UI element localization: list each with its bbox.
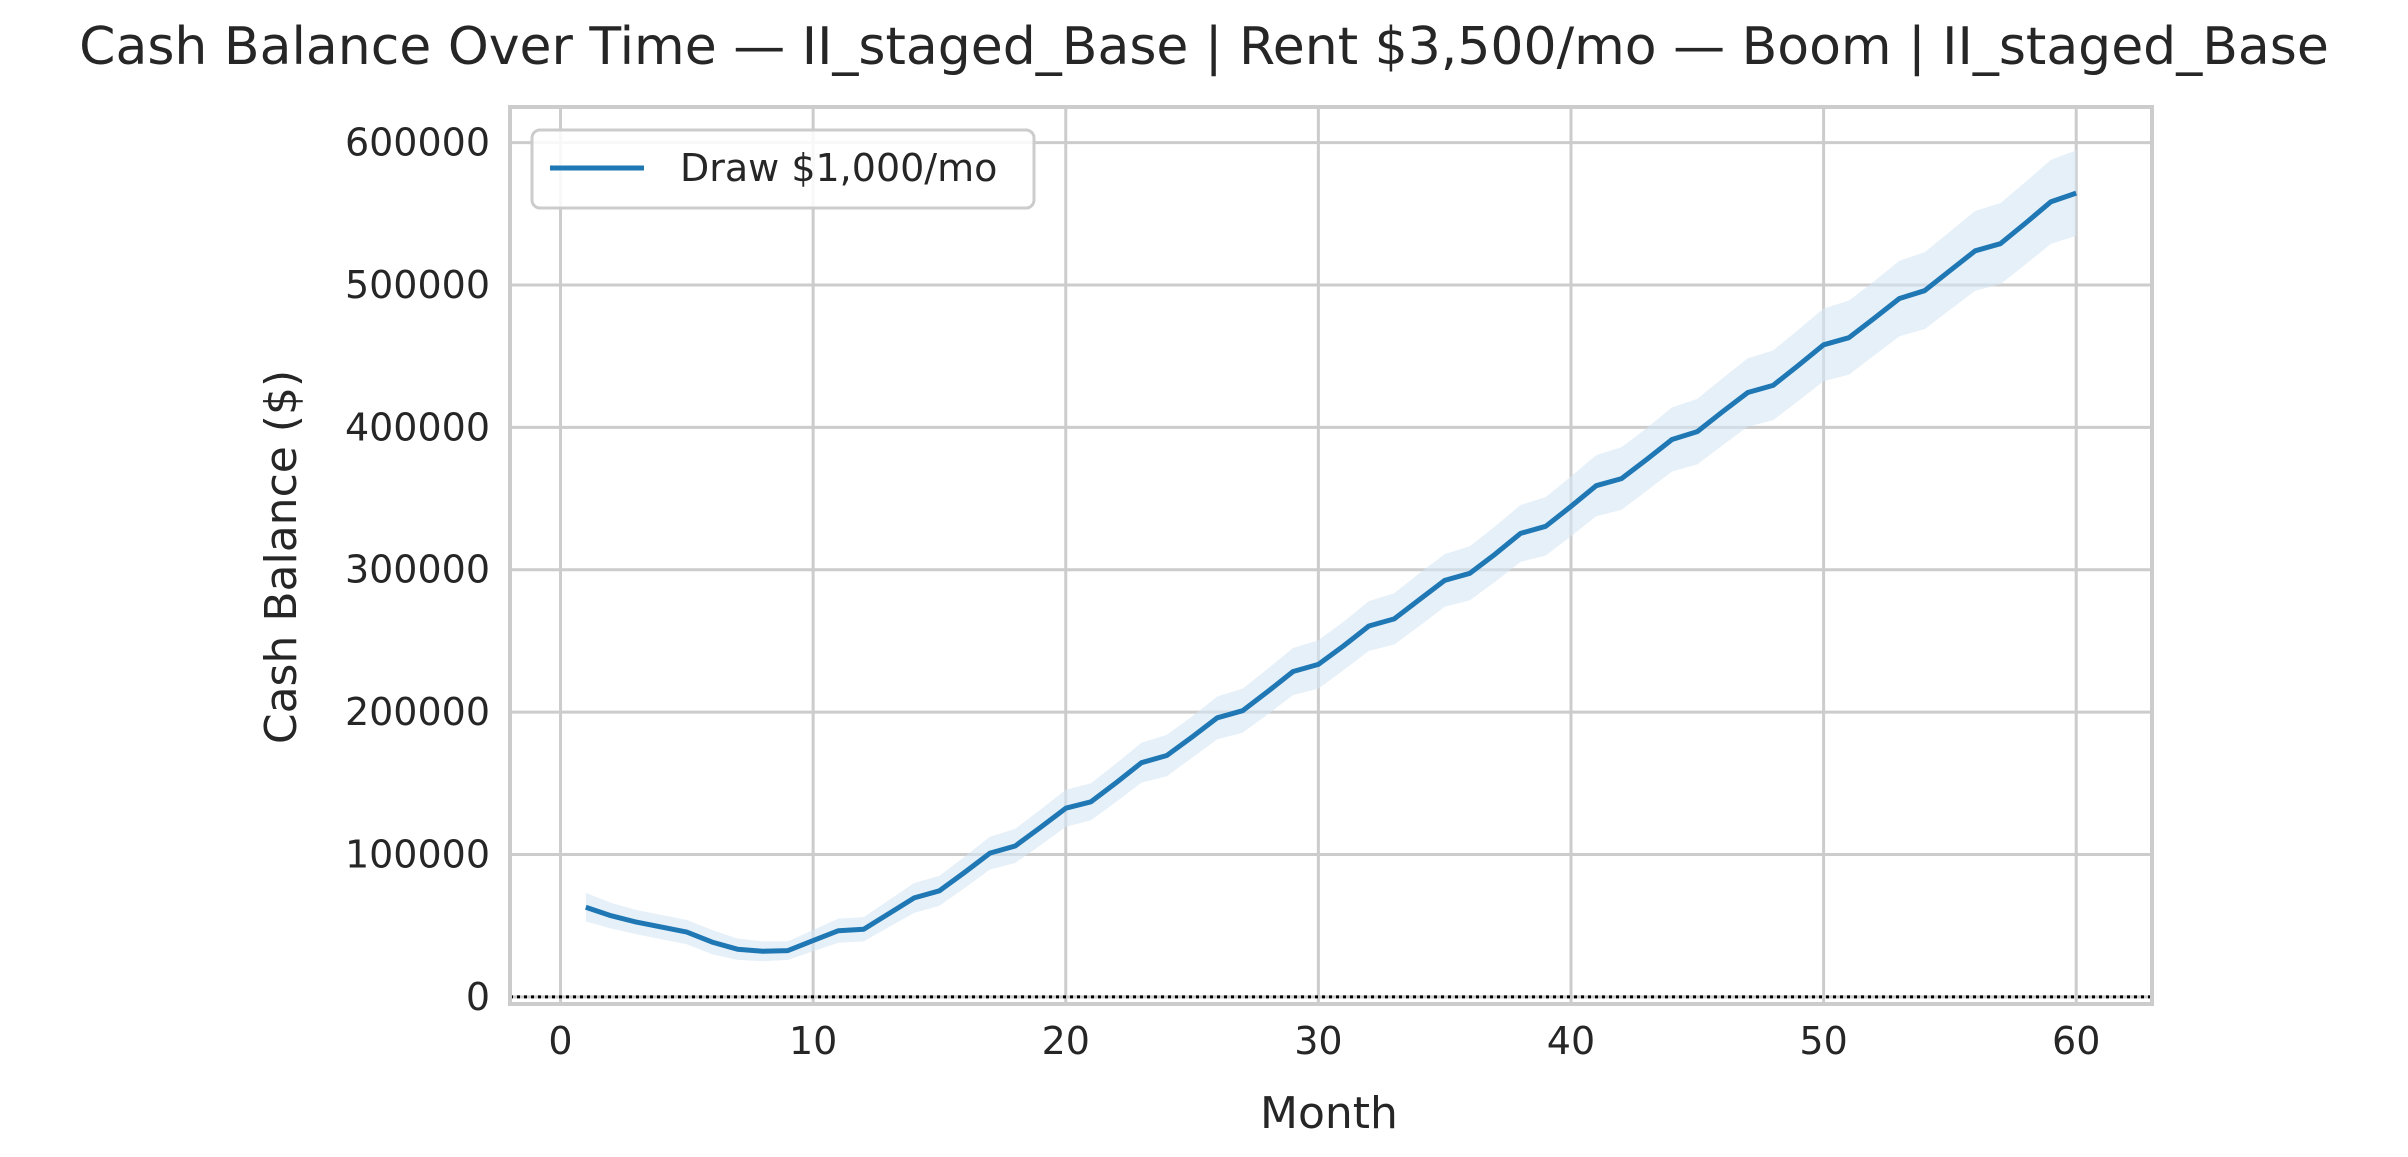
x-tick-label: 30 <box>1294 1019 1342 1063</box>
x-tick-label: 40 <box>1547 1019 1595 1063</box>
plot-frame <box>508 105 2154 1006</box>
x-tick-label: 60 <box>2052 1019 2100 1063</box>
x-tick-label: 0 <box>548 1019 572 1063</box>
y-axis-label: Cash Balance ($) <box>256 370 307 744</box>
x-tick-label: 20 <box>1042 1019 1090 1063</box>
series-line-draw <box>585 190 2078 954</box>
x-tick-label: 50 <box>1799 1019 1847 1063</box>
y-tick-label: 300000 <box>345 548 490 592</box>
y-tick-label: 600000 <box>345 121 490 165</box>
legend-label: Draw $1,000/mo <box>680 146 997 190</box>
confidence-band <box>585 150 2077 962</box>
y-tick-label: 0 <box>466 975 490 1019</box>
legend: Draw $1,000/mo <box>530 128 1036 210</box>
y-tick-label: 500000 <box>345 263 490 307</box>
x-tick-label: 10 <box>789 1019 837 1063</box>
y-tick-label: 200000 <box>345 690 490 734</box>
chart-title: Cash Balance Over Time — II_staged_Base … <box>79 17 2329 77</box>
tick-labels: 0 10 20 30 40 50 60 0 100000 200000 300000 400000 50… <box>345 121 2100 1063</box>
grid <box>510 107 2152 1004</box>
y-tick-label: 400000 <box>345 405 490 449</box>
y-tick-label: 100000 <box>345 833 490 877</box>
legend-box <box>530 128 1036 210</box>
x-axis-label: Month <box>1260 1088 1398 1139</box>
